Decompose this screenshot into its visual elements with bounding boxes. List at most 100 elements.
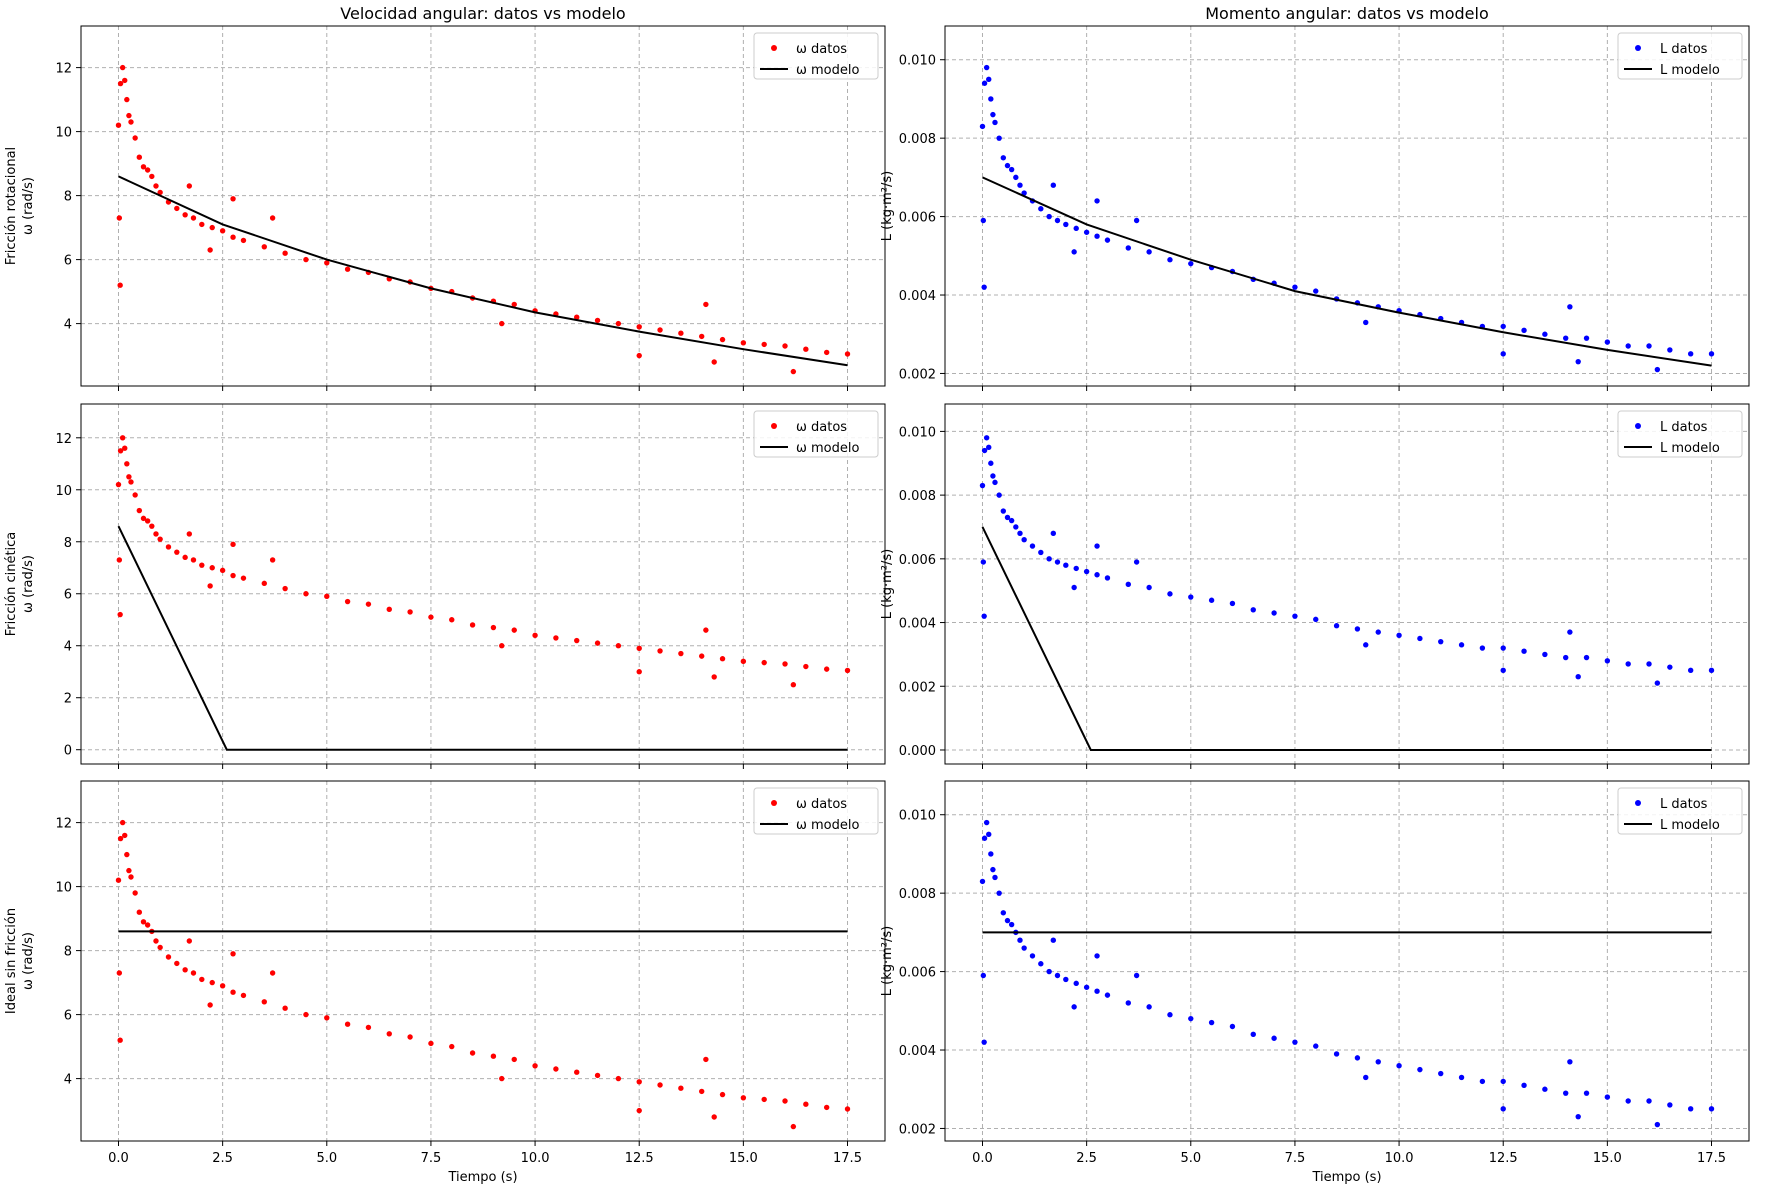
data-point	[157, 189, 163, 196]
data-point	[1073, 980, 1079, 987]
data-point	[186, 183, 193, 189]
data-point	[1071, 584, 1077, 591]
data-point	[511, 1056, 517, 1063]
legend-label: ω modelo	[796, 63, 859, 78]
axes-frame	[80, 25, 886, 387]
data-point	[979, 123, 986, 130]
data-point	[1000, 910, 1007, 916]
data-point	[116, 970, 123, 976]
data-point	[116, 215, 123, 221]
x-tick-label: 5.0	[316, 1151, 337, 1166]
data-point	[1083, 984, 1090, 990]
y-axis-label: Fricción rotacional	[4, 147, 19, 265]
data-point	[117, 835, 124, 842]
data-point	[1646, 1098, 1652, 1104]
data-point	[117, 448, 124, 454]
data-point	[615, 1075, 622, 1082]
data-point	[1229, 1023, 1236, 1030]
data-point	[207, 1002, 213, 1008]
data-point	[996, 135, 1002, 141]
y-tick-label: 0.000	[899, 744, 936, 759]
data-point	[1133, 217, 1140, 224]
data-point	[1417, 1066, 1423, 1073]
data-point	[1046, 213, 1052, 220]
data-point	[174, 549, 180, 555]
plot-area	[115, 819, 851, 1130]
legend-marker	[771, 423, 777, 429]
data-point	[553, 1066, 559, 1072]
data-point	[1083, 229, 1090, 235]
data-point	[165, 544, 172, 550]
data-point	[1567, 304, 1573, 310]
data-point	[119, 435, 126, 441]
data-point	[128, 874, 134, 880]
y-tick-label: 0.008	[899, 489, 936, 504]
data-point	[1563, 654, 1569, 661]
plot-area	[115, 64, 851, 375]
data-point	[1046, 556, 1052, 562]
data-point	[1017, 530, 1023, 537]
y-tick-label: 8	[64, 536, 72, 551]
data-point	[636, 1079, 642, 1085]
plot-area	[979, 435, 1715, 751]
data-point	[240, 237, 247, 244]
data-point	[1521, 327, 1527, 334]
data-point	[1167, 1012, 1173, 1018]
y-tick-label: 10	[55, 484, 72, 499]
data-point	[344, 598, 351, 605]
data-point	[136, 909, 143, 915]
data-point	[1063, 976, 1069, 983]
data-point	[703, 301, 709, 308]
data-point	[1013, 524, 1019, 530]
data-point	[740, 658, 747, 665]
data-point	[219, 983, 226, 989]
data-point	[344, 266, 351, 272]
data-point	[1583, 1090, 1590, 1096]
data-point	[1313, 1043, 1319, 1049]
legend-label: L modelo	[1660, 818, 1720, 833]
chart-panel-3: 0 2 4 6 8 10 12 Fricción cinética ω (rad/s) ω dat…	[4, 403, 886, 769]
data-point	[1396, 1063, 1402, 1069]
data-point	[761, 1096, 767, 1103]
data-point	[678, 330, 684, 336]
data-point	[469, 622, 476, 628]
data-point	[1188, 260, 1194, 267]
data-point	[1333, 1051, 1340, 1057]
data-point	[1104, 992, 1111, 998]
data-point	[344, 1021, 351, 1027]
data-point	[988, 460, 994, 466]
data-point	[574, 1069, 580, 1075]
data-point	[719, 336, 726, 343]
data-point	[1013, 174, 1019, 181]
legend-marker	[1635, 45, 1641, 51]
data-point	[1708, 1106, 1715, 1112]
legend-label: L datos	[1660, 42, 1708, 57]
data-point	[711, 674, 717, 680]
data-point	[1094, 988, 1100, 994]
y-tick-label: 0.006	[899, 553, 936, 568]
data-point	[1479, 1078, 1486, 1085]
data-point	[1125, 245, 1131, 251]
x-axis-label: Tiempo (s)	[1311, 1170, 1381, 1185]
data-point	[117, 80, 124, 87]
data-point	[449, 617, 455, 623]
data-point	[678, 650, 684, 657]
data-point	[1104, 237, 1111, 243]
data-point	[1094, 572, 1100, 578]
data-point	[269, 215, 276, 221]
data-point	[1375, 629, 1381, 635]
data-point	[1073, 565, 1079, 572]
legend-label: ω datos	[796, 420, 847, 435]
data-point	[115, 481, 122, 488]
y-axis-label: L (kg·m²/s)	[880, 171, 895, 241]
data-point	[553, 635, 559, 641]
data-point	[1417, 635, 1423, 642]
y-tick-label: 0.008	[899, 887, 936, 902]
data-point	[615, 643, 622, 649]
data-point	[209, 979, 215, 986]
data-point	[532, 632, 538, 639]
data-point	[386, 606, 392, 613]
legend-box	[753, 32, 879, 80]
axes-frame	[944, 780, 1750, 1142]
